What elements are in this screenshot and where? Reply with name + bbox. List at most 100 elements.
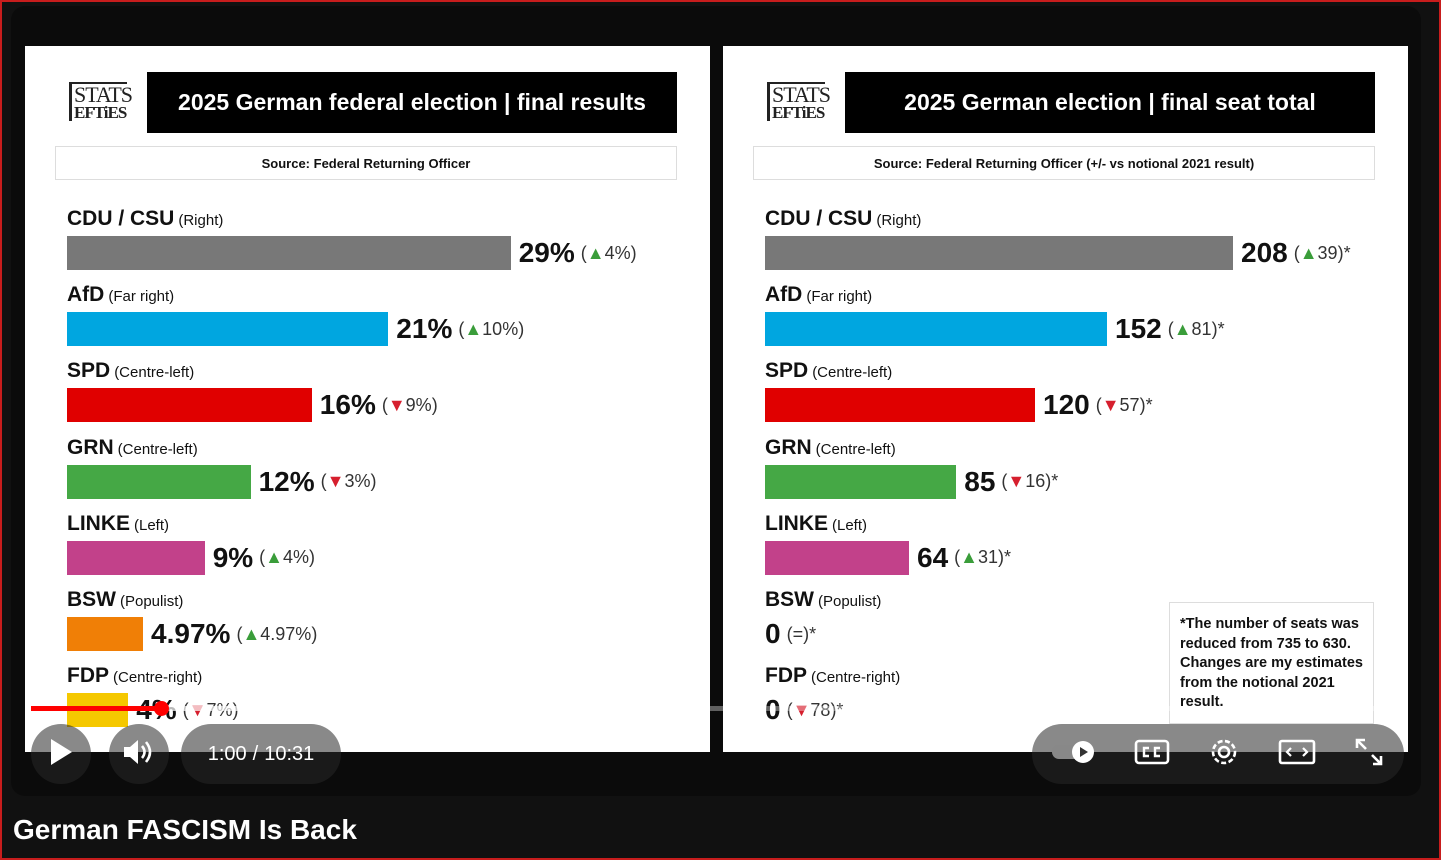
down-arrow-icon: ▼ xyxy=(387,394,406,415)
up-arrow-icon: ▲ xyxy=(464,318,483,339)
party-name: AfD (Far right) xyxy=(67,282,667,308)
party-lean: (Left) xyxy=(134,516,170,534)
result-bar xyxy=(765,540,909,575)
party-row: AfD (Far right) 152 (▲81)* xyxy=(765,282,1365,347)
party-label: AfD xyxy=(765,283,803,307)
result-bar xyxy=(67,312,389,347)
party-label: BSW xyxy=(67,588,116,611)
up-arrow-icon: ▲ xyxy=(242,623,261,644)
stats-logo: STATS EFTiES xyxy=(69,82,133,126)
party-row: BSW (Populist) 4.97% (▲4.97%) xyxy=(67,587,667,651)
video-player[interactable]: STATS EFTiES 2025 German federal electio… xyxy=(11,6,1421,796)
party-lean: (Centre-left) xyxy=(117,440,198,458)
play-icon xyxy=(48,737,74,772)
change-value: 4.97% xyxy=(260,623,312,644)
logo-text-bottom: EFTiES xyxy=(69,104,129,121)
party-name: SPD (Centre-left) xyxy=(765,358,1365,384)
autoplay-toggle[interactable] xyxy=(1051,739,1097,770)
party-lean: (Populist) xyxy=(818,593,882,610)
party-row: LINKE (Left) 9% (▲4%) xyxy=(67,511,667,575)
autoplay-toggle-icon xyxy=(1051,740,1094,763)
result-bar xyxy=(67,236,511,270)
result-value: 0 xyxy=(765,694,781,726)
party-label: SPD xyxy=(67,359,111,383)
party-lean: (Centre-right) xyxy=(811,669,901,687)
change-value: 57 xyxy=(1119,394,1140,415)
right-controls xyxy=(1032,724,1404,784)
play-button[interactable] xyxy=(31,724,91,784)
up-arrow-icon: ▲ xyxy=(586,242,605,263)
party-row: SPD (Centre-left) 120 (▼57)* xyxy=(765,358,1365,423)
party-name: SPD (Centre-left) xyxy=(67,358,667,384)
party-name: LINKE (Left) xyxy=(67,511,667,537)
result-value: 12% xyxy=(258,465,315,497)
result-value: 29% xyxy=(518,237,575,268)
party-label: FDP xyxy=(67,664,109,688)
change-value: 4% xyxy=(604,242,631,263)
party-lean: (Right) xyxy=(876,212,922,229)
party-lean: (Far right) xyxy=(108,288,175,306)
change-value: = xyxy=(792,623,804,644)
result-bar xyxy=(67,464,251,499)
source-label: Source: Federal Returning Officer (+/- v… xyxy=(753,146,1375,180)
result-bar xyxy=(765,236,1233,270)
party-lean: (Centre-right) xyxy=(113,669,203,687)
settings-gear-icon xyxy=(1211,739,1237,764)
party-label: FDP xyxy=(765,664,807,688)
party-lean: (Centre-left) xyxy=(114,364,195,382)
party-name: CDU / CSU (Right) xyxy=(765,206,1365,232)
up-arrow-icon: ▲ xyxy=(960,547,978,568)
time-separator: / xyxy=(252,742,259,765)
result-value: 21% xyxy=(396,313,453,345)
change-indicator: (▲4%) xyxy=(259,547,315,568)
up-arrow-icon: ▲ xyxy=(1173,318,1192,339)
party-label: SPD xyxy=(765,359,809,383)
party-label: GRN xyxy=(67,435,114,459)
party-name: FDP (Centre-right) xyxy=(67,663,667,689)
party-row: GRN (Centre-left) 12% (▼3%) xyxy=(67,435,667,499)
party-lean: (Centre-left) xyxy=(812,364,893,382)
result-value: 0 xyxy=(765,618,781,649)
down-arrow-icon: ▼ xyxy=(1101,394,1120,415)
captions-button[interactable] xyxy=(1134,738,1170,771)
fullscreen-button[interactable] xyxy=(1353,736,1385,773)
change-indicator: (▲4.97%) xyxy=(236,623,318,644)
result-bar xyxy=(67,540,205,575)
result-bar xyxy=(67,617,144,651)
slide-title: 2025 German federal election | final res… xyxy=(147,72,677,133)
change-value: 4% xyxy=(282,547,309,568)
scrubber-handle[interactable] xyxy=(154,701,170,716)
video-title[interactable]: German FASCISM Is Back xyxy=(13,814,357,845)
party-name: CDU / CSU (Right) xyxy=(67,206,667,232)
change-indicator: (▲31)* xyxy=(954,547,1012,568)
result-value: 16% xyxy=(319,389,376,421)
result-value: 120 xyxy=(1043,389,1090,421)
change-indicator: (▲81)* xyxy=(1167,318,1225,339)
change-indicator: (▲4%) xyxy=(580,242,637,263)
change-indicator: (▼78)* xyxy=(786,699,844,720)
up-arrow-icon: ▲ xyxy=(265,547,283,568)
theater-mode-button[interactable] xyxy=(1278,738,1316,771)
result-bar xyxy=(67,388,312,423)
party-label: GRN xyxy=(765,435,812,459)
party-name: BSW (Populist) xyxy=(67,587,667,613)
party-lean: (Centre-left) xyxy=(815,440,896,458)
change-indicator: (▲10%) xyxy=(458,318,525,339)
change-value: 3% xyxy=(344,471,371,492)
stats-logo: STATS EFTiES xyxy=(767,82,831,126)
source-label: Source: Federal Returning Officer xyxy=(55,146,677,180)
progress-bar[interactable] xyxy=(31,701,1403,716)
party-lean: (Left) xyxy=(832,516,868,534)
party-lean: (Populist) xyxy=(120,593,184,610)
down-arrow-icon: ▼ xyxy=(792,699,811,720)
settings-button[interactable] xyxy=(1207,735,1241,774)
result-value: 64 xyxy=(917,541,949,573)
change-value: 16 xyxy=(1025,471,1046,492)
party-lean: (Far right) xyxy=(806,288,873,306)
change-indicator: (▼3%) xyxy=(320,471,377,492)
mute-button[interactable] xyxy=(109,724,169,784)
party-row: FDP(Centre-right)4%(▼7%) xyxy=(67,663,667,728)
result-value: 152 xyxy=(1115,313,1162,345)
fullscreen-icon xyxy=(1356,738,1383,765)
change-indicator: (▼16)* xyxy=(1001,471,1059,492)
